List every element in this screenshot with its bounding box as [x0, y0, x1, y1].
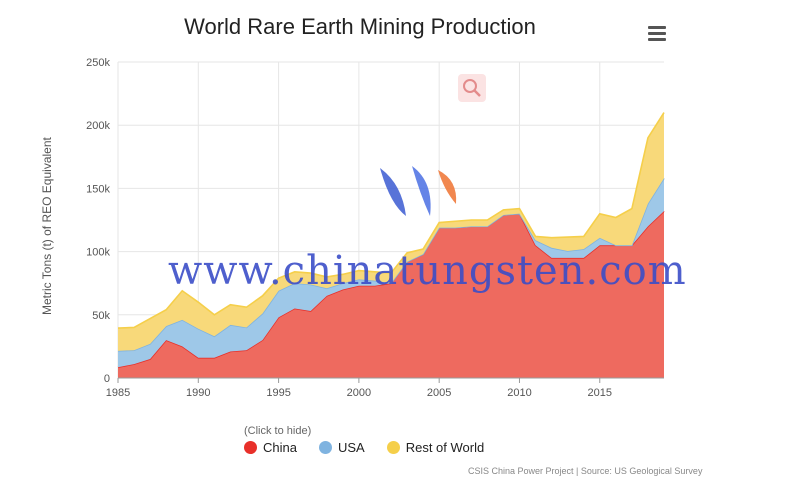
legend-dot — [318, 441, 332, 454]
y-tick-label: 50k — [92, 310, 110, 322]
chart-title: World Rare Earth Mining Production — [184, 14, 536, 39]
zoom-icon[interactable] — [458, 74, 486, 102]
line-rest-of-world — [117, 112, 665, 329]
legend-label: China — [263, 440, 297, 455]
watermark-logo — [380, 166, 457, 216]
chart-menu-button[interactable] — [648, 26, 666, 42]
legend: China USA Rest of World — [244, 440, 484, 455]
x-tick-label: 1995 — [266, 387, 290, 399]
y-tick-label: 150k — [86, 183, 110, 195]
legend-item-china[interactable]: China — [244, 440, 297, 455]
x-tick-label: 2015 — [588, 387, 612, 399]
x-tick-label: 1990 — [186, 387, 210, 399]
x-tick-label: 2000 — [347, 387, 371, 399]
legend-item-rest-of-world[interactable]: Rest of World — [386, 440, 485, 455]
x-tick-label: 2005 — [427, 387, 451, 399]
credits[interactable]: CSIS China Power Project | Source: US Ge… — [468, 466, 703, 476]
area-china — [118, 211, 664, 378]
legend-item-usa[interactable]: USA — [318, 440, 365, 455]
menu-bar — [648, 38, 666, 41]
x-tick-label: 1985 — [106, 387, 130, 399]
menu-bar — [648, 26, 666, 29]
y-tick-label: 0 — [104, 373, 110, 385]
menu-bar — [648, 32, 666, 35]
x-tick-label: 2010 — [507, 387, 531, 399]
legend-dot — [386, 441, 400, 454]
y-tick-label: 100k — [86, 247, 110, 259]
series-areas — [117, 112, 665, 378]
watermark: www.chinatungsten.com — [168, 248, 687, 294]
y-tick-label: 250k — [86, 57, 110, 69]
legend-hint: (Click to hide) — [244, 425, 312, 437]
y-tick-label: 200k — [86, 120, 110, 132]
y-axis-label: Metric Tons (t) of REO Equivalent — [40, 137, 54, 315]
legend-dot — [244, 441, 257, 454]
axes: 0 50k 100k 150k 200k 250k 1985 1990 1995 2000 2005… — [86, 57, 664, 399]
legend-label: USA — [337, 440, 365, 455]
magnifier-icon — [463, 79, 481, 97]
legend-label: Rest of World — [405, 440, 485, 455]
